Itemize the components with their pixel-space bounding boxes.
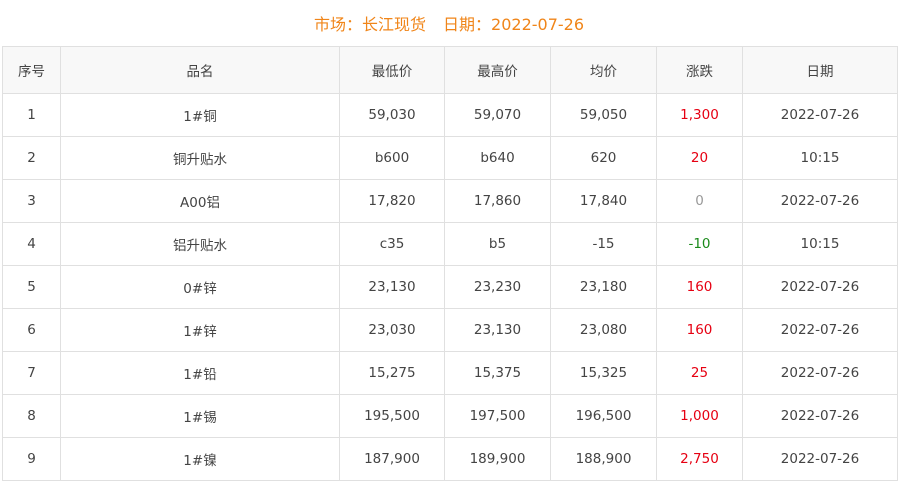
cell-low: 23,030 (339, 308, 445, 352)
cell-date: 10:15 (742, 222, 898, 266)
cell-high: 59,070 (444, 93, 551, 137)
table-row: 4 铝升贴水 c35 b5 -15 -10 10:15 (2, 222, 898, 266)
cell-change: 20 (656, 136, 743, 180)
table-row: 2 铜升贴水 b600 b640 620 20 10:15 (2, 136, 898, 180)
cell-low: 23,130 (339, 265, 445, 309)
cell-no: 9 (2, 437, 61, 481)
cell-avg: 620 (550, 136, 657, 180)
table-header: 序号 品名 最低价 最高价 均价 涨跌 日期 (2, 46, 898, 94)
cell-high: 189,900 (444, 437, 551, 481)
header-col-no: 序号 (2, 46, 61, 94)
price-table: 序号 品名 最低价 最高价 均价 涨跌 日期 1 1#铜 59,030 59,070 59,050 1… (2, 46, 898, 481)
cell-name: 1#锌 (60, 308, 340, 352)
cell-high: 23,230 (444, 265, 551, 309)
cell-avg: 196,500 (550, 394, 657, 438)
cell-high: 17,860 (444, 179, 551, 223)
cell-change: 1,300 (656, 93, 743, 137)
market-label: 市场：长江现货 (313, 15, 426, 34)
cell-high: b5 (444, 222, 551, 266)
cell-no: 7 (2, 351, 61, 395)
cell-avg: 17,840 (550, 179, 657, 223)
cell-high: b640 (444, 136, 551, 180)
table-row: 3 A00铝 17,820 17,860 17,840 0 2022-07-26 (2, 179, 898, 223)
cell-no: 1 (2, 93, 61, 137)
cell-date: 2022-07-26 (742, 265, 898, 309)
cell-change: 160 (656, 308, 743, 352)
cell-low: 195,500 (339, 394, 445, 438)
cell-name: 1#锡 (60, 394, 340, 438)
header-col-avg: 均价 (550, 46, 657, 94)
cell-change: 25 (656, 351, 743, 395)
cell-high: 197,500 (444, 394, 551, 438)
cell-avg: 23,080 (550, 308, 657, 352)
header-col-date: 日期 (742, 46, 898, 94)
cell-no: 8 (2, 394, 61, 438)
header-col-low: 最低价 (339, 46, 445, 94)
cell-low: b600 (339, 136, 445, 180)
cell-avg: 15,325 (550, 351, 657, 395)
cell-date: 2022-07-26 (742, 308, 898, 352)
cell-date: 2022-07-26 (742, 351, 898, 395)
cell-avg: -15 (550, 222, 657, 266)
table-row: 5 0#锌 23,130 23,230 23,180 160 2022-07-26 (2, 265, 898, 309)
page-title: 市场：长江现货 日期：2022-07-26 (0, 0, 898, 46)
header-col-high: 最高价 (444, 46, 551, 94)
table-row: 6 1#锌 23,030 23,130 23,080 160 2022-07-26 (2, 308, 898, 352)
header-col-name: 品名 (60, 46, 340, 94)
cell-name: 1#铅 (60, 351, 340, 395)
cell-name: 铝升贴水 (60, 222, 340, 266)
cell-no: 5 (2, 265, 61, 309)
cell-name: 1#铜 (60, 93, 340, 137)
date-label: 日期：2022-07-26 (443, 15, 585, 34)
cell-change: -10 (656, 222, 743, 266)
cell-name: 铜升贴水 (60, 136, 340, 180)
cell-low: c35 (339, 222, 445, 266)
cell-no: 2 (2, 136, 61, 180)
cell-avg: 23,180 (550, 265, 657, 309)
cell-name: 0#锌 (60, 265, 340, 309)
cell-change: 1,000 (656, 394, 743, 438)
cell-avg: 188,900 (550, 437, 657, 481)
cell-date: 2022-07-26 (742, 394, 898, 438)
cell-name: A00铝 (60, 179, 340, 223)
cell-no: 4 (2, 222, 61, 266)
cell-change: 160 (656, 265, 743, 309)
cell-date: 2022-07-26 (742, 93, 898, 137)
table-row: 7 1#铅 15,275 15,375 15,325 25 2022-07-26 (2, 351, 898, 395)
cell-low: 17,820 (339, 179, 445, 223)
cell-low: 15,275 (339, 351, 445, 395)
cell-high: 23,130 (444, 308, 551, 352)
table-row: 1 1#铜 59,030 59,070 59,050 1,300 2022-07-26 (2, 93, 898, 137)
cell-high: 15,375 (444, 351, 551, 395)
table-row: 8 1#锡 195,500 197,500 196,500 1,000 2022-07-26 (2, 394, 898, 438)
cell-avg: 59,050 (550, 93, 657, 137)
cell-no: 6 (2, 308, 61, 352)
cell-date: 2022-07-26 (742, 179, 898, 223)
cell-date: 10:15 (742, 136, 898, 180)
cell-low: 59,030 (339, 93, 445, 137)
cell-date: 2022-07-26 (742, 437, 898, 481)
cell-change: 2,750 (656, 437, 743, 481)
cell-change: 0 (656, 179, 743, 223)
cell-low: 187,900 (339, 437, 445, 481)
cell-no: 3 (2, 179, 61, 223)
header-col-change: 涨跌 (656, 46, 743, 94)
cell-name: 1#镍 (60, 437, 340, 481)
table-row: 9 1#镍 187,900 189,900 188,900 2,750 2022-07-26 (2, 437, 898, 481)
